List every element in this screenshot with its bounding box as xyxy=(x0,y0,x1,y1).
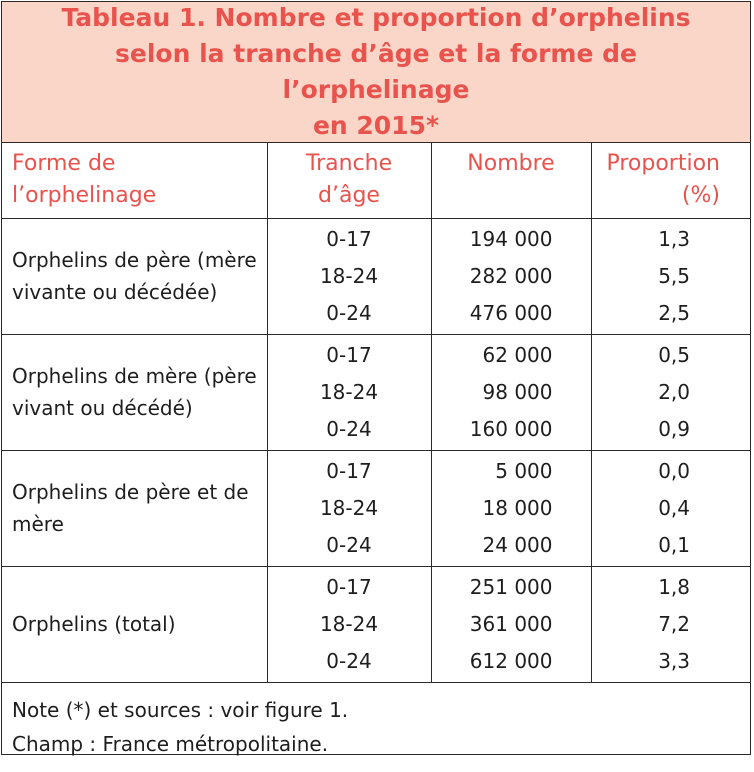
proportion-value: 0,0 xyxy=(658,458,690,483)
orphans-table: Forme de l’orphelinage Tranche d’âge Nom… xyxy=(2,142,750,772)
table-row: Orphelins de père (mère vivante ou décéd… xyxy=(2,217,750,335)
age-value: 0-17 xyxy=(326,458,372,483)
proportion-cell: 1,8 7,2 3,3 xyxy=(590,565,750,683)
title-banner: Tableau 1. Nombre et proportion d’orphel… xyxy=(2,2,750,143)
age-cell: 0-17 18-24 0-24 xyxy=(266,333,432,451)
age-value: 0-24 xyxy=(326,300,372,325)
count-cell: 62 000 98 000 160 000 xyxy=(430,333,592,451)
age-value: 18-24 xyxy=(319,379,379,404)
proportion-value: 0,1 xyxy=(658,532,690,557)
count-value: 282 000 xyxy=(469,263,553,288)
proportion-cell: 0,0 0,4 0,1 xyxy=(590,449,750,567)
count-value: 62 000 xyxy=(482,342,553,367)
count-value: 251 000 xyxy=(469,574,553,599)
count-value: 24 000 xyxy=(482,532,553,557)
group-label: Orphelins de père (mère vivante ou décéd… xyxy=(2,217,268,335)
age-cell: 0-17 18-24 0-24 xyxy=(266,217,432,335)
header-proportion: Proportion (%) xyxy=(590,142,750,219)
age-cell: 0-17 18-24 0-24 xyxy=(266,449,432,567)
note-scope: Champ : France métropolitaine. xyxy=(12,731,329,756)
table-row: Orphelins de père et de mère 0-17 18-24 … xyxy=(2,449,750,567)
count-value: 194 000 xyxy=(469,226,553,251)
age-value: 0-24 xyxy=(326,532,372,557)
count-cell: 5 000 18 000 24 000 xyxy=(430,449,592,567)
proportion-value: 0,5 xyxy=(658,342,690,367)
age-value: 0-24 xyxy=(326,648,372,673)
count-value: 476 000 xyxy=(469,300,553,325)
proportion-value: 0,9 xyxy=(658,416,690,441)
group-label: Orphelins de mère (père vivant ou décédé… xyxy=(2,333,268,451)
note-sources: Note (*) et sources : voir figure 1. xyxy=(12,697,349,722)
count-cell: 194 000 282 000 476 000 xyxy=(430,217,592,335)
count-value: 18 000 xyxy=(482,495,553,520)
proportion-value: 3,3 xyxy=(658,648,690,673)
proportion-value: 5,5 xyxy=(658,263,690,288)
proportion-cell: 1,3 5,5 2,5 xyxy=(590,217,750,335)
proportion-cell: 0,5 2,0 0,9 xyxy=(590,333,750,451)
age-cell: 0-17 18-24 0-24 xyxy=(266,565,432,683)
proportion-value: 1,8 xyxy=(658,574,690,599)
header-form: Forme de l’orphelinage xyxy=(2,142,268,219)
table-title: Tableau 1. Nombre et proportion d’orphel… xyxy=(61,3,691,140)
table-row: Orphelins de mère (père vivant ou décédé… xyxy=(2,333,750,451)
group-label: Orphelins (total) xyxy=(2,565,268,683)
header-age: Tranche d’âge xyxy=(266,142,432,219)
notes-row: Note (*) et sources : voir figure 1. Cha… xyxy=(2,681,750,772)
age-value: 0-17 xyxy=(326,226,372,251)
age-value: 18-24 xyxy=(319,495,379,520)
age-value: 18-24 xyxy=(319,611,379,636)
header-count: Nombre xyxy=(430,142,592,219)
header-row: Forme de l’orphelinage Tranche d’âge Nom… xyxy=(2,142,750,219)
age-value: 18-24 xyxy=(319,263,379,288)
notes-cell: Note (*) et sources : voir figure 1. Cha… xyxy=(2,681,750,772)
age-value: 0-17 xyxy=(326,342,372,367)
count-value: 612 000 xyxy=(469,648,553,673)
count-value: 160 000 xyxy=(469,416,553,441)
proportion-value: 2,0 xyxy=(658,379,690,404)
age-value: 0-24 xyxy=(326,416,372,441)
table-row: Orphelins (total) 0-17 18-24 0-24 251 00… xyxy=(2,565,750,683)
count-value: 5 000 xyxy=(495,458,553,483)
group-label: Orphelins de père et de mère xyxy=(2,449,268,567)
proportion-value: 1,3 xyxy=(658,226,690,251)
count-value: 361 000 xyxy=(469,611,553,636)
count-value: 98 000 xyxy=(482,379,553,404)
age-value: 0-17 xyxy=(326,574,372,599)
proportion-value: 0,4 xyxy=(658,495,690,520)
proportion-value: 2,5 xyxy=(658,300,690,325)
count-cell: 251 000 361 000 612 000 xyxy=(430,565,592,683)
proportion-value: 7,2 xyxy=(658,611,690,636)
